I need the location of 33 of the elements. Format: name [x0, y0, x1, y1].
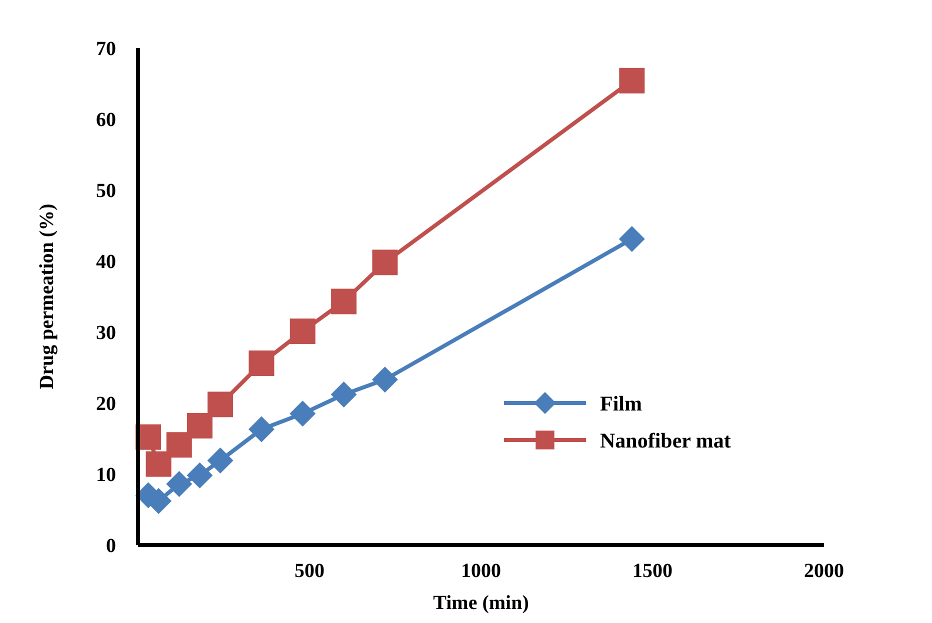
point: [290, 318, 316, 344]
y-tick-label: 20: [96, 393, 116, 415]
x-tick-label: 1500: [632, 560, 672, 582]
point: [166, 432, 192, 458]
point: [208, 392, 234, 418]
point: [331, 288, 357, 314]
y-tick-label: 40: [96, 251, 116, 273]
x-tick-label: 2000: [804, 560, 844, 582]
point: [290, 400, 316, 427]
x-axis-title: Time (min): [433, 592, 529, 614]
point: [186, 412, 212, 438]
x-tick-label: 1000: [461, 560, 501, 582]
y-axis-title: Drug permeation (%): [36, 204, 58, 390]
point: [372, 250, 398, 276]
y-tick-label: 10: [96, 464, 116, 486]
y-tick-label: 60: [96, 109, 116, 131]
point: [146, 451, 172, 477]
point: [330, 381, 357, 408]
point: [186, 462, 213, 488]
x-tick-label: 500: [294, 560, 324, 582]
point: [166, 470, 192, 497]
point: [619, 68, 645, 94]
point: [248, 350, 274, 376]
y-tick-label: 30: [96, 322, 116, 344]
point: [372, 366, 398, 393]
y-tick-label: 50: [96, 180, 116, 202]
point: [207, 448, 234, 474]
y-tick-label: 70: [96, 38, 116, 60]
point: [618, 226, 645, 252]
point: [248, 416, 274, 442]
legend-label: Nanofiber mat: [600, 428, 731, 452]
y-tick-label: 0: [106, 535, 116, 557]
legend-label: Film: [600, 391, 642, 416]
